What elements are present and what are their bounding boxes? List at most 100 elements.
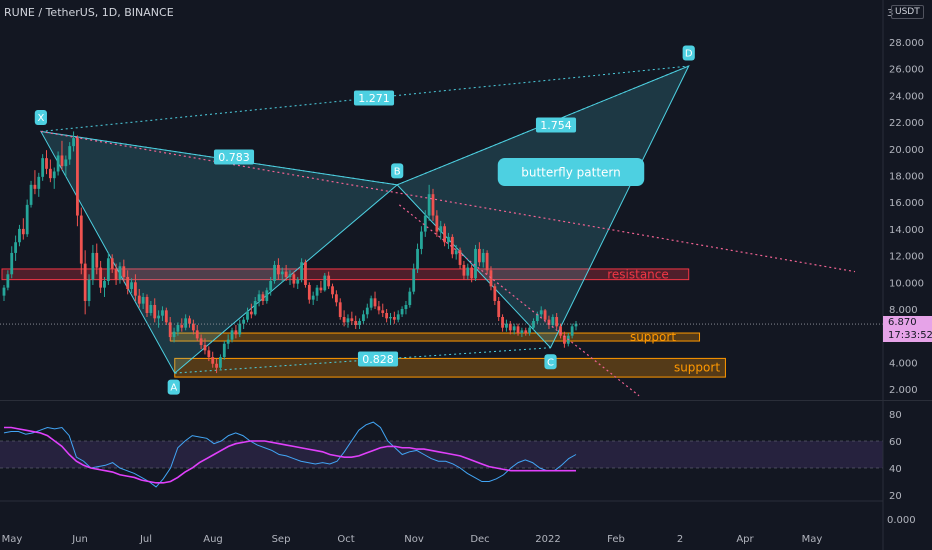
candle-body xyxy=(203,345,207,351)
candle-body xyxy=(180,325,184,328)
candle-body xyxy=(389,317,392,319)
price-tick-label: 16.000 xyxy=(889,198,924,209)
price-tick-label: 4.000 xyxy=(889,358,918,369)
candle-body xyxy=(79,215,83,264)
candle-body xyxy=(199,338,203,346)
candle-body xyxy=(443,226,446,243)
candle-body xyxy=(501,317,504,328)
candle-body xyxy=(551,317,555,326)
chart-title: RUNE / TetherUS, 1D, BINANCE xyxy=(4,6,174,19)
candle-body xyxy=(381,310,385,314)
candle-body xyxy=(377,306,381,311)
candle-body xyxy=(149,304,153,314)
candle-body xyxy=(83,263,87,301)
candle-body xyxy=(284,271,288,277)
price-tick-label: 2.000 xyxy=(889,385,918,396)
candle-body xyxy=(505,323,508,328)
candle-body xyxy=(48,168,52,179)
candle-body xyxy=(157,315,160,319)
candle-body xyxy=(64,159,68,167)
time-tick-label: Jun xyxy=(71,534,88,545)
candle-body xyxy=(265,290,269,301)
candle-body xyxy=(18,228,21,243)
candle-body xyxy=(122,266,126,277)
time-tick-label: May xyxy=(2,534,23,545)
candle-body xyxy=(172,331,176,338)
price-tick-label: 28.000 xyxy=(889,38,924,49)
candle-body xyxy=(563,335,566,344)
candle-body xyxy=(126,276,130,289)
price-tick-label: 22.000 xyxy=(889,118,924,129)
time-tick-label: Aug xyxy=(203,534,223,545)
candle-body xyxy=(72,138,75,147)
candle-body xyxy=(311,295,315,300)
candle-body xyxy=(288,274,292,277)
candle-body xyxy=(246,311,249,320)
candle-body xyxy=(141,296,145,304)
candle-body xyxy=(188,318,191,324)
candle-body xyxy=(222,343,226,358)
candle-body xyxy=(10,252,14,275)
candle-body xyxy=(354,321,358,326)
candle-body xyxy=(327,275,331,287)
pattern-triangle-bcd xyxy=(396,65,690,349)
candle-body xyxy=(365,307,369,315)
candle-body xyxy=(470,267,474,279)
candle-body xyxy=(532,321,535,328)
candle-body xyxy=(168,322,172,338)
price-tick-label: 10.000 xyxy=(889,278,924,289)
candle-body xyxy=(110,258,114,269)
ratio-label-1.754-box xyxy=(535,117,577,133)
trendline-2 xyxy=(398,204,640,397)
time-tick-label: Dec xyxy=(470,534,489,545)
pane-divider[interactable] xyxy=(0,400,932,401)
candle-body xyxy=(95,252,99,268)
rsi-tick-label: 40 xyxy=(889,464,902,475)
candle-body xyxy=(304,262,307,285)
candle-body xyxy=(458,250,462,265)
candle-body xyxy=(369,298,373,308)
countdown-timer: 17:33:52 xyxy=(888,330,932,341)
candle-body xyxy=(277,264,280,275)
price-tick-label: 24.000 xyxy=(889,91,924,102)
current-price-badge: 6.870 17:33:52 xyxy=(883,316,932,342)
rsi-tick-label: 20 xyxy=(889,491,902,502)
candle-body xyxy=(257,294,261,301)
candle-body xyxy=(296,279,300,284)
candle-body xyxy=(68,146,72,160)
candle-body xyxy=(76,138,79,216)
time-tick-label: Apr xyxy=(736,534,754,545)
candle-body xyxy=(215,363,218,368)
currency-unit-button[interactable]: USDT xyxy=(891,5,924,19)
candle-body xyxy=(485,252,489,271)
candle-body xyxy=(528,327,532,334)
candle-body xyxy=(219,357,222,368)
rsi-line xyxy=(3,421,577,488)
candle-body xyxy=(37,176,41,189)
point-label-x-box xyxy=(34,109,47,125)
candle-body xyxy=(512,326,516,331)
candle-body xyxy=(315,287,319,296)
time-tick-label: Oct xyxy=(337,534,354,545)
candle-body xyxy=(14,242,17,253)
candle-body xyxy=(520,330,524,334)
candle-body xyxy=(342,317,346,323)
candle-body xyxy=(137,295,141,304)
candle-body xyxy=(439,226,443,232)
candle-body xyxy=(134,282,137,296)
candle-body xyxy=(450,236,454,255)
candle-body xyxy=(489,270,493,287)
zones-layer: resistance support support xyxy=(1,267,726,378)
rsi-tick-label: 80 xyxy=(889,410,902,421)
time-tick-label: 2022 xyxy=(535,534,560,545)
candle-body xyxy=(273,264,276,281)
candle-body xyxy=(6,274,10,288)
candle-body xyxy=(161,310,164,316)
candle-body xyxy=(350,318,354,322)
candle-body xyxy=(323,275,327,291)
candle-body xyxy=(400,309,404,315)
zone-label-resistance: resistance xyxy=(607,267,669,281)
candle-body xyxy=(176,325,180,332)
ratio-label-1.271-box xyxy=(353,90,395,106)
